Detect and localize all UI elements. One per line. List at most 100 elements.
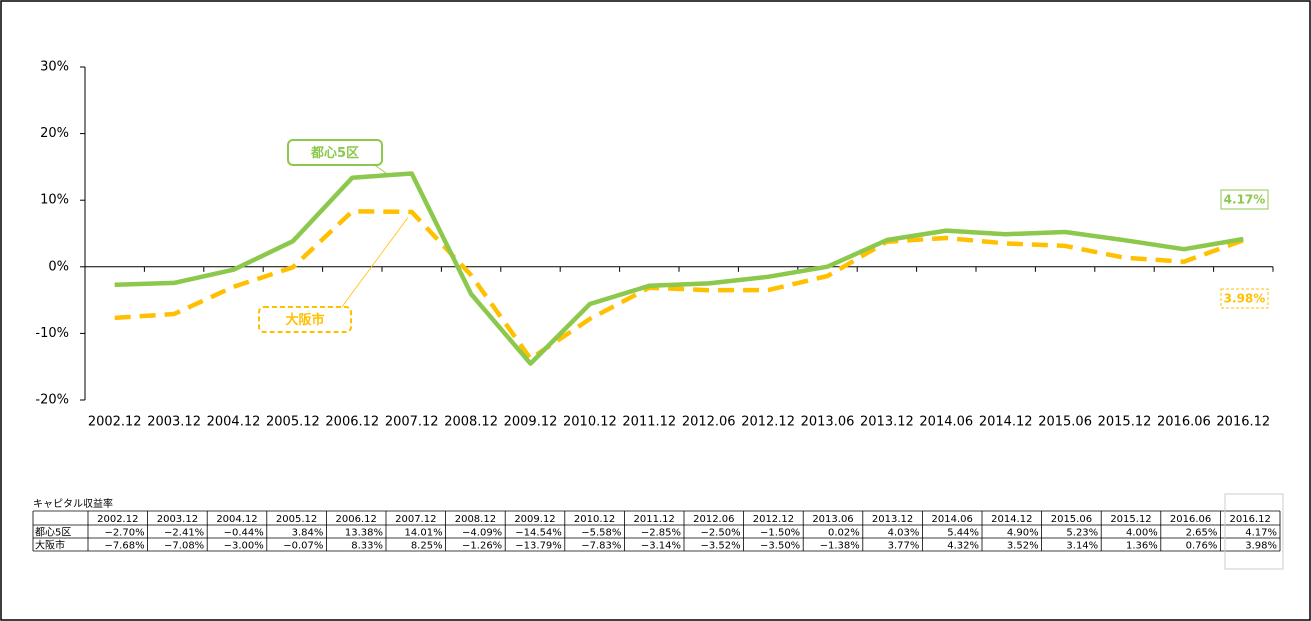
table-cell: 5.23%	[1066, 528, 1098, 539]
table-row-label: 都心5区	[35, 527, 71, 539]
x-tick-label: 2016.06	[1157, 415, 1211, 430]
series-line	[114, 171, 1244, 366]
table-cell: 3.52%	[1007, 541, 1039, 552]
table-cell: −2.41%	[164, 528, 204, 539]
table-cell: 5.44%	[947, 528, 979, 539]
x-tick-label: 2003.12	[147, 415, 201, 430]
table-header: 2015.12	[1110, 514, 1151, 525]
y-tick-label: 20%	[40, 126, 69, 141]
table-header: 2010.12	[574, 514, 615, 525]
x-tick-label: 2013.06	[801, 415, 855, 430]
table-cell: −0.44%	[224, 528, 264, 539]
table-cell: 4.32%	[947, 541, 979, 552]
table-title: キャピタル収益率	[33, 497, 113, 510]
end-label-box	[1220, 288, 1269, 309]
callout-box	[287, 139, 383, 166]
table-cell: 3.98%	[1245, 541, 1277, 552]
table-selection	[1224, 493, 1284, 570]
table-header: 2013.12	[872, 514, 913, 525]
table-header: 2012.06	[693, 514, 734, 525]
table-header: 2008.12	[455, 514, 496, 525]
table-cell: 0.76%	[1186, 541, 1218, 552]
y-tick-label: 10%	[40, 193, 69, 208]
x-tick-label: 2014.12	[979, 415, 1033, 430]
end-label: 3.98%	[1224, 292, 1266, 306]
table-cell: 1.36%	[1126, 541, 1158, 552]
table-cell: 3.77%	[888, 541, 920, 552]
x-tick-label: 2007.12	[385, 415, 439, 430]
table-cell: −3.50%	[760, 541, 800, 552]
table-cell: −3.52%	[700, 541, 740, 552]
table-cell: 0.02%	[828, 528, 860, 539]
x-tick-label: 2010.12	[563, 415, 617, 430]
y-tick-label: -20%	[35, 393, 69, 408]
table-cell: −7.08%	[164, 541, 204, 552]
x-tick-label: 2016.12	[1216, 415, 1270, 430]
table-cell: 13.38%	[345, 528, 383, 539]
table-cell: 14.01%	[404, 528, 442, 539]
table-header: 2004.12	[216, 514, 257, 525]
table-header: 2007.12	[395, 514, 436, 525]
table-cell: 4.17%	[1245, 528, 1277, 539]
x-tick-label: 2013.12	[860, 415, 914, 430]
x-tick-label: 2004.12	[207, 415, 261, 430]
table-cell: −14.54%	[515, 528, 562, 539]
table-header: 2006.12	[336, 514, 377, 525]
table-cell: −13.79%	[515, 541, 562, 552]
table-cell: −3.14%	[641, 541, 681, 552]
x-tick-label: 2006.12	[325, 415, 379, 430]
table-cell: −7.83%	[581, 541, 621, 552]
leader-line	[341, 217, 409, 308]
x-tick-label: 2012.12	[741, 415, 795, 430]
table-header: 2011.12	[634, 514, 675, 525]
y-tick-label: -10%	[35, 326, 69, 341]
series-line	[114, 209, 1245, 361]
x-tick-label: 2009.12	[504, 415, 558, 430]
table-cell: 8.33%	[351, 541, 383, 552]
table-cell: 4.00%	[1126, 528, 1158, 539]
table-header: 2015.06	[1051, 514, 1092, 525]
table-cell: 4.90%	[1007, 528, 1039, 539]
table-header: 2012.12	[753, 514, 794, 525]
x-tick-label: 2008.12	[444, 415, 498, 430]
table-cell: −1.38%	[820, 541, 860, 552]
table-header: 2009.12	[514, 514, 555, 525]
table-cell: 4.03%	[888, 528, 920, 539]
table-cell: −1.50%	[760, 528, 800, 539]
table-cell: −0.07%	[283, 541, 323, 552]
table-cell: −2.50%	[700, 528, 740, 539]
x-tick-label: 2005.12	[266, 415, 320, 430]
x-tick-label: 2002.12	[88, 415, 142, 430]
table-cell: −2.70%	[104, 528, 144, 539]
table-header: 2013.06	[812, 514, 853, 525]
table-header: 2014.12	[991, 514, 1032, 525]
table-cell: 2.65%	[1186, 528, 1218, 539]
table-cell: −5.58%	[581, 528, 621, 539]
table-cell: −2.85%	[641, 528, 681, 539]
x-tick-label: 2011.12	[622, 415, 676, 430]
series-label: 大阪市	[285, 312, 324, 328]
table-row-label: 大阪市	[35, 539, 65, 552]
x-tick-label: 2015.06	[1038, 415, 1092, 430]
table-header: 2014.06	[932, 514, 973, 525]
table-header: 2005.12	[276, 514, 317, 525]
table-cell: −7.68%	[104, 541, 144, 552]
table-header: 2003.12	[157, 514, 198, 525]
table-cell: −3.00%	[224, 541, 264, 552]
table-cell: 3.14%	[1066, 541, 1098, 552]
leader-line	[374, 164, 387, 174]
y-tick-label: 30%	[40, 60, 69, 75]
table-cell: −4.09%	[462, 528, 502, 539]
table-cell: 3.84%	[292, 528, 324, 539]
x-tick-label: 2014.06	[919, 415, 973, 430]
table-cell: 8.25%	[411, 541, 443, 552]
table-header: 2016.12	[1230, 514, 1271, 525]
end-label-box	[1220, 189, 1269, 210]
x-tick-label: 2012.06	[682, 415, 736, 430]
y-tick-label: 0%	[48, 259, 69, 274]
data-table: 2002.12 2003.12 2004.12 2005.12 2006.12 2007.…	[32, 493, 1284, 570]
callout-box	[258, 306, 352, 333]
table-cell: −1.26%	[462, 541, 502, 552]
